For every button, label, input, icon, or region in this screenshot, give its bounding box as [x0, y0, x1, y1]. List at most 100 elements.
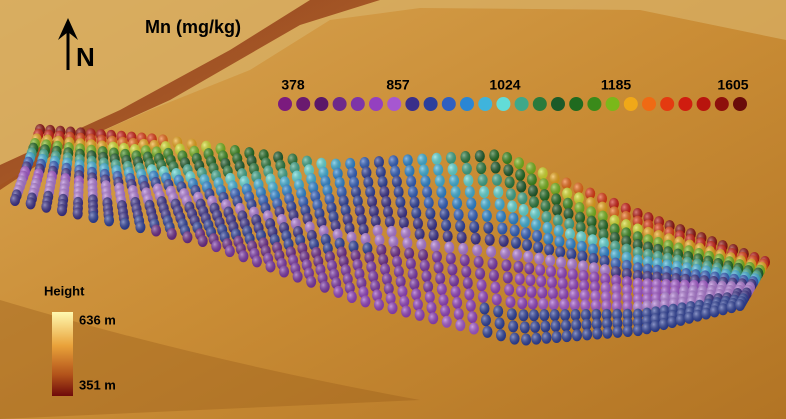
sample-point [388, 155, 398, 167]
sample-point [523, 251, 533, 263]
scale-swatch [642, 97, 656, 111]
scale-swatch [278, 97, 292, 111]
sample-point [493, 305, 503, 317]
sample-point [463, 174, 473, 186]
sample-point [440, 305, 450, 317]
sample-point [474, 256, 484, 268]
sample-point [519, 309, 529, 321]
scale-swatch [351, 97, 365, 111]
sample-point [151, 225, 161, 237]
sample-point-shade [415, 228, 425, 240]
sample-point [555, 246, 565, 258]
sample-point [552, 204, 562, 216]
sample-point-shade [572, 329, 582, 341]
sample-point-shade [530, 321, 540, 333]
sample-point-shade [447, 264, 457, 276]
sample-point-shade [526, 162, 536, 174]
sample-point [435, 175, 445, 187]
sample-point-shade [433, 164, 443, 176]
sample-point-shade [478, 291, 488, 303]
sample-point-shade [376, 166, 386, 178]
sample-point-shade [151, 225, 161, 237]
sample-point-shade [517, 192, 527, 204]
sample-point-shade [503, 164, 513, 176]
sample-point-shade [413, 299, 423, 311]
sample-point [477, 279, 487, 291]
scale-swatch [296, 97, 310, 111]
sample-point [478, 174, 488, 186]
sample-point [541, 211, 551, 223]
sample-point-shade [432, 153, 442, 165]
sample-point [465, 186, 475, 198]
sample-point [455, 220, 465, 232]
sample-point-shade [427, 302, 437, 314]
sample-point [454, 209, 464, 221]
sample-point [446, 152, 456, 164]
sample-point-shade [531, 219, 541, 231]
sample-point [491, 162, 501, 174]
sample-point [527, 286, 537, 298]
sample-point [497, 223, 507, 235]
sample-point [390, 166, 400, 178]
sample-point-shade [441, 219, 451, 231]
sample-point-shade [526, 274, 536, 286]
sample-point [545, 255, 555, 267]
sample-point [481, 314, 491, 326]
sample-point-shade [392, 256, 402, 268]
sample-point-shade [534, 253, 544, 265]
sample-point [447, 264, 457, 276]
sample-point-shade [516, 285, 526, 297]
scale-swatch [333, 97, 347, 111]
sample-point [381, 196, 391, 208]
sample-point [444, 241, 454, 253]
sample-point-shade [486, 246, 496, 258]
sample-point [475, 150, 485, 162]
sample-point-shade [413, 218, 423, 230]
sample-point-shade [454, 308, 464, 320]
sample-point [516, 285, 526, 297]
sample-point-shade [455, 319, 465, 331]
height-min-label: 351 m [79, 377, 116, 392]
sample-point [436, 186, 446, 198]
sample-point-shade [551, 320, 561, 332]
sample-point [417, 154, 427, 166]
sample-point [552, 331, 562, 343]
sample-point-shade [418, 249, 428, 261]
sample-point-shade [430, 240, 440, 252]
sample-point-shade [560, 309, 570, 321]
sample-point-shade [211, 240, 221, 252]
sample-point-shade [120, 218, 130, 230]
sample-point-shade [548, 287, 558, 299]
sample-point [543, 233, 553, 245]
sample-point-shade [397, 206, 407, 218]
sample-point-shade [521, 333, 531, 345]
sample-point [504, 284, 514, 296]
sample-point [399, 217, 409, 229]
sample-point [279, 266, 289, 278]
sample-point-shade [735, 299, 745, 311]
sample-point [650, 320, 660, 332]
sample-point-shade [465, 186, 475, 198]
sample-point-shade [516, 181, 526, 193]
sample-point-shade [460, 254, 470, 266]
scale-swatch [442, 97, 456, 111]
sample-point-shade [392, 176, 402, 188]
sample-point [452, 197, 462, 209]
title: Mn (mg/kg) [145, 17, 241, 37]
scale-swatch [369, 97, 383, 111]
sample-point [402, 237, 412, 249]
sample-point [420, 260, 430, 272]
sample-point-shade [374, 299, 384, 311]
sample-point-shade [514, 157, 524, 169]
sample-point [521, 227, 531, 239]
sample-point [539, 309, 549, 321]
sample-point [238, 250, 248, 262]
sample-point-shade [642, 322, 652, 334]
sample-point [441, 219, 451, 231]
sample-point [397, 286, 407, 298]
sample-point-shade [88, 211, 98, 223]
sample-point [449, 275, 459, 287]
sample-point [452, 297, 462, 309]
sample-point [527, 174, 537, 186]
sample-point [449, 175, 459, 187]
